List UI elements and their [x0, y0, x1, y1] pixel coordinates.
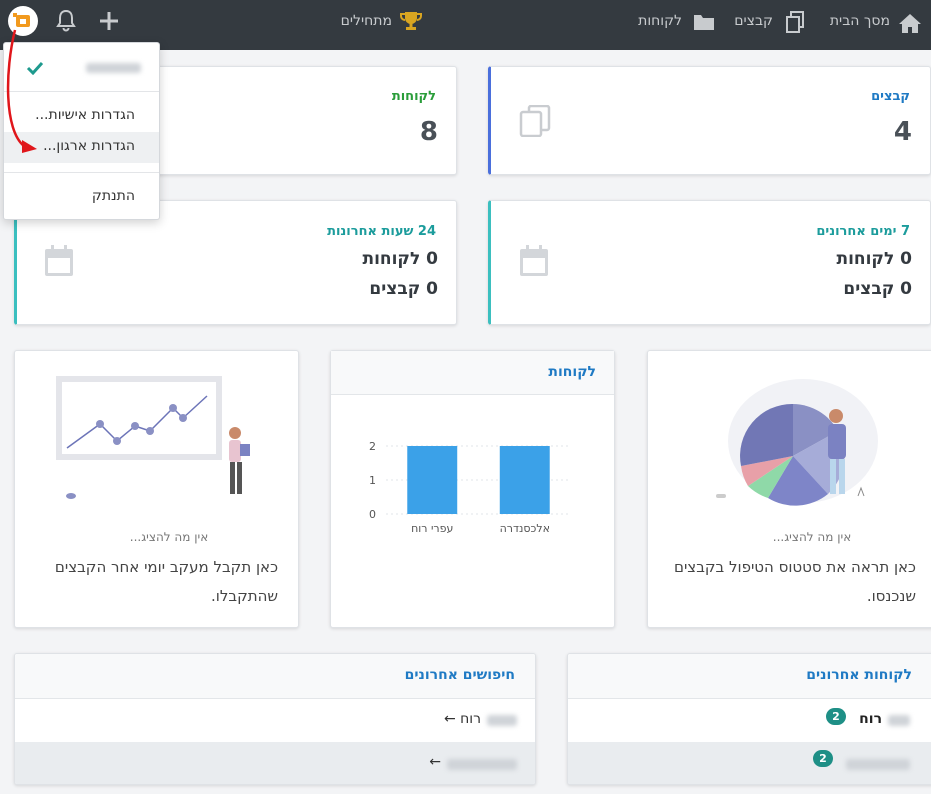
period-line: 0 קבצים — [369, 279, 438, 299]
card-label: קבצים — [871, 89, 910, 104]
bar — [499, 446, 550, 514]
search-text: רוח ← — [443, 711, 481, 727]
list-row[interactable]: רוח ← — [15, 699, 535, 742]
card-value: 8 — [419, 117, 438, 147]
card-label: לקוחות — [391, 89, 436, 104]
separator — [4, 172, 159, 173]
redacted-text — [447, 759, 517, 770]
nav-home[interactable]: מסך הבית — [829, 13, 890, 29]
bell-icon[interactable] — [55, 8, 77, 32]
recent-searches-card: חיפושים אחרונים רוח ← ← — [14, 653, 536, 785]
files-icon — [519, 105, 551, 137]
redacted-user — [86, 63, 141, 73]
nav-starters[interactable]: מתחילים — [340, 13, 392, 29]
card-description: כאן תראה את סטטוס הטיפול בקבצים שנכנסו. — [674, 558, 916, 605]
redacted-text — [846, 759, 910, 770]
card-header: לקוחות אחרונים — [568, 654, 931, 699]
daily-card: אין מה להציג... כאן תקבל מעקב יומי אחר ה… — [14, 350, 299, 628]
card-description: כאן תקבל מעקב יומי אחר הקבצים שהתקבלו. — [54, 558, 278, 605]
y-tick-label: 0 — [369, 508, 376, 521]
org-logo[interactable] — [7, 5, 39, 37]
calendar-icon — [520, 245, 548, 276]
status-illustration — [716, 379, 878, 506]
x-tick-label: אלכסנדרה — [500, 522, 550, 535]
daily-illustration — [56, 376, 250, 499]
menu-item[interactable]: הגדרות ארגון... — [43, 138, 135, 154]
trophy-icon — [400, 12, 422, 30]
recent-customers-card: לקוחות אחרונים רוח 2 2 — [567, 653, 931, 785]
count-badge: 2 — [826, 708, 846, 725]
card-title: חיפושים אחרונים — [404, 667, 515, 683]
menu-item[interactable]: הגדרות אישיות... — [35, 107, 135, 123]
period-label: 24 שעות אחרונות — [327, 224, 436, 239]
top-bar: מסך הבית קבצים לקוחות מתחילים — [0, 0, 931, 50]
week-card: 7 ימים אחרונים 0 לקוחות 0 קבצים — [488, 200, 931, 325]
list-row[interactable]: 2 — [568, 742, 931, 784]
card-header: חיפושים אחרונים — [15, 654, 535, 699]
chart-title: לקוחות — [548, 364, 596, 380]
count-badge: 2 — [813, 750, 833, 767]
redacted-text — [487, 715, 517, 726]
files-icon — [786, 11, 804, 33]
period-line: 0 לקוחות — [362, 249, 438, 269]
period-label: 7 ימים אחרונים — [816, 224, 910, 239]
customer-name: רוח — [859, 711, 882, 727]
check-icon — [26, 61, 44, 75]
day-card: 24 שעות אחרונות 0 לקוחות 0 קבצים — [14, 200, 457, 325]
y-tick-label: 1 — [369, 474, 376, 487]
folder-icon — [694, 15, 714, 30]
search-text: ← — [429, 754, 441, 770]
annotation-arrow — [6, 29, 37, 153]
empty-note: אין מה להציג... — [772, 530, 852, 544]
chart: 0 1 2 אלכסנדרה עפרי רוח — [369, 440, 571, 535]
list-row[interactable]: רוח 2 — [568, 699, 931, 742]
status-card: אין מה להציג... כאן תראה את סטטוס הטיפול… — [647, 350, 931, 628]
list-row[interactable]: ← — [15, 742, 535, 784]
plus-icon[interactable] — [97, 9, 121, 33]
nav-files[interactable]: קבצים — [734, 13, 773, 29]
home-icon — [899, 14, 921, 33]
card-value: 4 — [893, 117, 912, 147]
y-tick-label: 2 — [369, 440, 376, 453]
user-menu: הגדרות אישיות... הגדרות ארגון... התנתק — [3, 42, 160, 220]
customers-chart-card: לקוחות 0 1 2 אלכסנדרה עפרי רוח — [330, 350, 615, 628]
empty-note: אין מה להציג... — [129, 530, 209, 544]
nav-customers[interactable]: לקוחות — [638, 13, 682, 29]
files-card[interactable]: קבצים 4 — [488, 66, 931, 175]
calendar-icon — [45, 245, 73, 276]
redacted-text — [888, 715, 910, 726]
period-line: 0 לקוחות — [836, 249, 912, 269]
card-title: לקוחות אחרונים — [806, 667, 912, 683]
x-tick-label: עפרי רוח — [411, 522, 453, 535]
bar — [407, 446, 458, 514]
card-header: לקוחות — [331, 351, 614, 395]
period-line: 0 קבצים — [843, 279, 912, 299]
separator — [4, 91, 159, 92]
menu-item[interactable]: התנתק — [91, 188, 135, 204]
